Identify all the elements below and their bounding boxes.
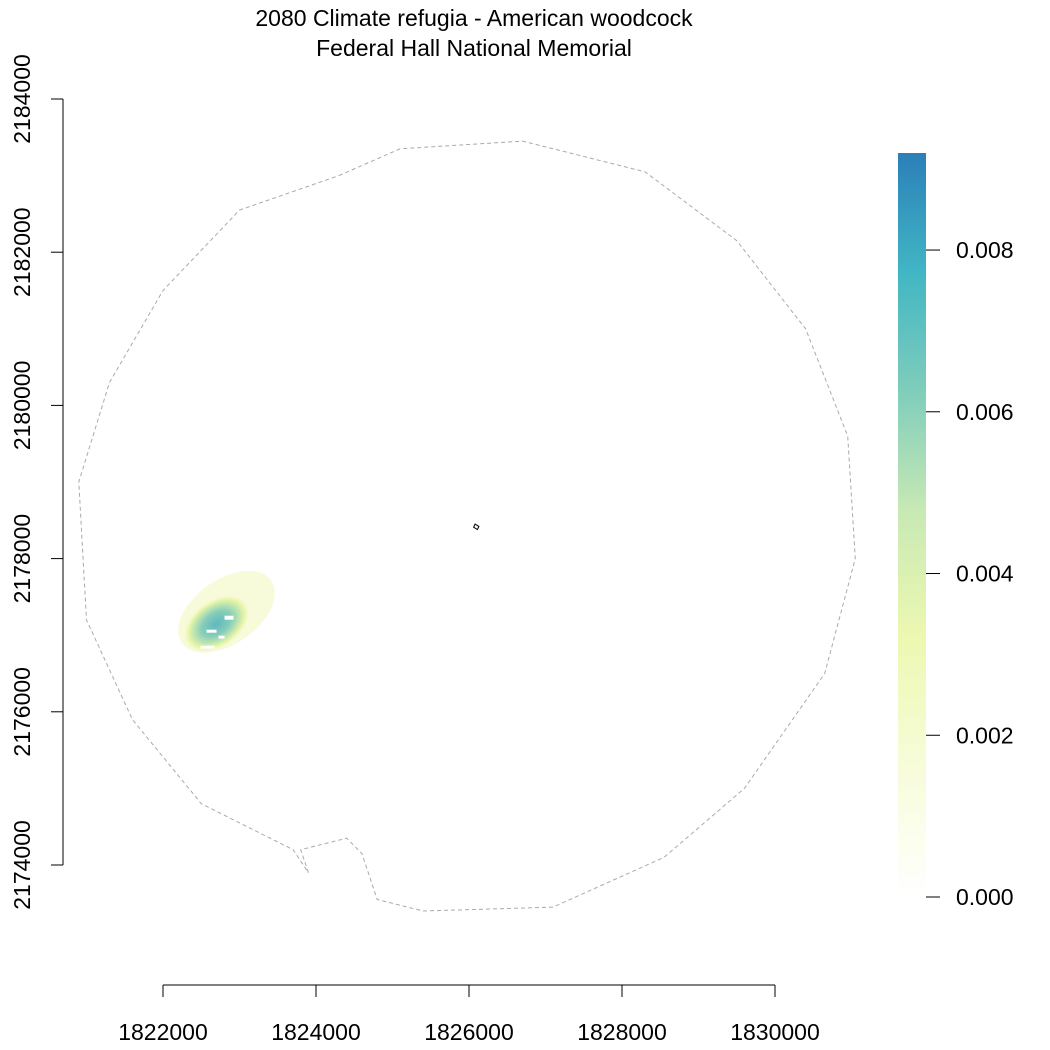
y-tick-label: 2174000	[9, 820, 35, 910]
legend-tick-label: 0.008	[956, 237, 1014, 263]
color-legend: 0.000 0.002 0.004 0.006 0.008	[898, 153, 1014, 910]
legend-tick-label: 0.000	[956, 884, 1014, 910]
park-boundary	[472, 523, 480, 531]
y-axis: 2174000 2176000 2178000 2180000 2182000 21840…	[9, 54, 64, 910]
legend-tick-label: 0.004	[956, 561, 1014, 587]
chart-subtitle: Federal Hall National Memorial	[316, 35, 632, 61]
chart-title: 2080 Climate refugia - American woodcock	[255, 5, 693, 31]
refugia-gap	[224, 615, 234, 620]
x-tick-label: 1822000	[118, 1019, 208, 1045]
park-boundary-layer	[472, 523, 480, 531]
buffer-boundary-layer	[78, 140, 856, 912]
legend-tick-label: 0.006	[956, 399, 1014, 425]
y-tick-label: 2178000	[9, 514, 35, 604]
refugia-gap	[218, 635, 225, 639]
y-tick-label: 2176000	[9, 667, 35, 757]
buffer-outline	[78, 140, 856, 912]
x-axis: 1822000 1824000 1826000 1828000 1830000	[118, 984, 820, 1045]
x-tick-label: 1824000	[271, 1019, 361, 1045]
x-tick-label: 1826000	[424, 1019, 514, 1045]
refugia-core	[184, 595, 249, 652]
legend-colorbar	[898, 153, 926, 897]
y-tick-label: 2184000	[9, 54, 35, 144]
x-tick-label: 1830000	[730, 1019, 820, 1045]
legend-tick-label: 0.002	[956, 722, 1014, 748]
refugia-gap	[200, 645, 215, 649]
y-tick-label: 2182000	[9, 207, 35, 297]
y-tick-label: 2180000	[9, 361, 35, 451]
refugia-gap	[206, 629, 217, 633]
refugia-layer	[178, 570, 275, 653]
x-tick-label: 1828000	[577, 1019, 667, 1045]
